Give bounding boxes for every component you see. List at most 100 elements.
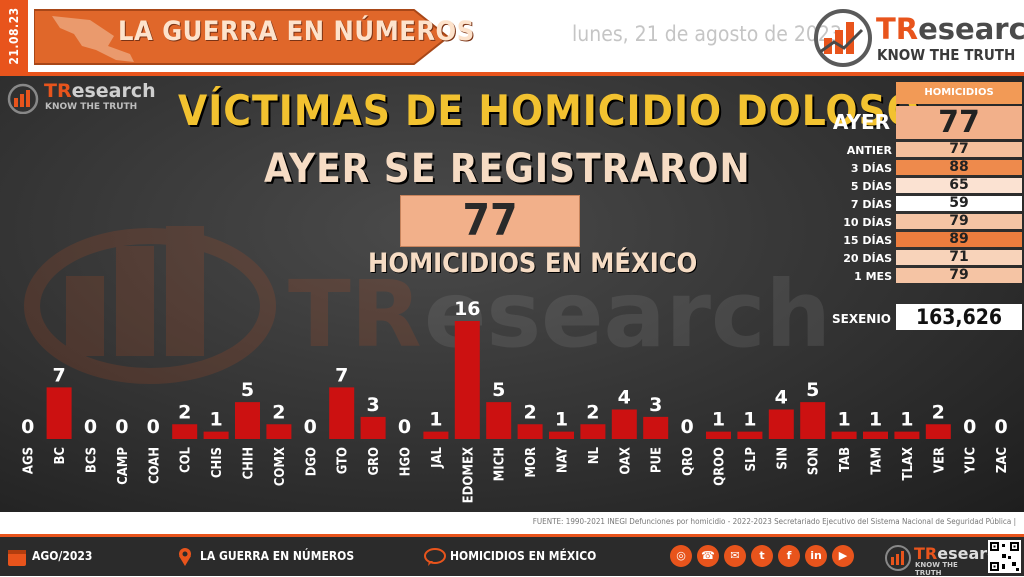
category-tick-label: TAB xyxy=(838,447,853,472)
side-date-text: 21.08.23 xyxy=(7,7,21,65)
category-tick-label: YUC xyxy=(964,447,979,475)
bar-value-label: 1 xyxy=(900,409,913,431)
stats-row: 7 DÍAS 59 xyxy=(813,196,1022,212)
footer-calendar: AGO/2023 xyxy=(6,546,92,568)
category-tick-label: SON xyxy=(807,447,822,475)
source-bar: FUENTE: 1990-2021 INEGI Defunciones por … xyxy=(0,512,1024,534)
category-tick-label: DGO xyxy=(304,447,319,476)
category-tick-label: QROO xyxy=(713,447,728,486)
footer-section-link[interactable]: LA GUERRA EN NÚMEROS xyxy=(174,546,354,568)
calendar-icon xyxy=(8,550,26,566)
bar-tab xyxy=(831,431,857,439)
stats-row-value: 71 xyxy=(896,250,1022,265)
stats-row-label: 1 MES xyxy=(854,270,892,283)
youtube-icon[interactable]: ▶ xyxy=(832,545,854,567)
bar-chih xyxy=(235,402,260,439)
yesterday-total-box: 77 xyxy=(400,195,580,247)
bar-chis xyxy=(203,431,229,439)
mexico-map-icon xyxy=(52,16,134,62)
stats-row-value: 79 xyxy=(896,268,1022,283)
stats-row: 20 DÍAS 71 xyxy=(813,250,1022,266)
stats-row: AYER 77 xyxy=(813,106,1022,140)
web-icon[interactable]: ◎ xyxy=(670,545,692,567)
sexenio-value: 163,626 xyxy=(896,304,1022,330)
brand-logo[interactable]: TResearch KNOW THE TRUTH xyxy=(812,8,1024,68)
bar-value-label: 0 xyxy=(147,416,160,438)
category-tick-label: MOR xyxy=(524,447,539,478)
bar-value-label: 1 xyxy=(837,409,850,431)
category-tick-label: QRO xyxy=(681,447,696,476)
bar-jal xyxy=(423,431,449,439)
chart-title: VÍCTIMAS DE HOMICIDIO DOLOSO xyxy=(178,86,920,135)
category-tick-label: MICH xyxy=(493,447,508,481)
source-text: FUENTE: 1990-2021 INEGI Defunciones por … xyxy=(532,517,1016,526)
side-date-tab: 21.08.23 xyxy=(0,0,28,72)
category-tick-label: TLAX xyxy=(901,447,916,481)
bar-value-label: 0 xyxy=(963,416,976,438)
bar-bc xyxy=(46,387,72,439)
facebook-icon[interactable]: f xyxy=(778,545,800,567)
current-date: lunes, 21 de agosto de 2023 xyxy=(572,22,842,46)
bar-value-label: 4 xyxy=(618,387,631,409)
stats-row-label: 10 DÍAS xyxy=(843,216,892,229)
bar-sin xyxy=(768,409,794,439)
state-bar-chart: 0 AGS 7 BC 0 BCS 0 CAMP 0 COAH 2 COL 1 CHIS 5 CHIH 2 COMX… xyxy=(21,298,1010,503)
category-tick-label: GTO xyxy=(336,447,351,474)
stats-row-label: 7 DÍAS xyxy=(850,198,892,211)
stats-row-label: 15 DÍAS xyxy=(843,234,892,247)
bar-value-label: 5 xyxy=(492,379,505,401)
category-tick-label: GRO xyxy=(367,447,382,476)
twitter-icon[interactable]: t xyxy=(751,545,773,567)
bar-value-label: 1 xyxy=(712,409,725,431)
bar-comx xyxy=(266,424,292,439)
category-tick-label: COL xyxy=(179,446,194,473)
bar-ver xyxy=(925,424,951,439)
title-ribbon xyxy=(34,9,450,65)
header-divider xyxy=(0,72,1024,76)
footer-brand-logo[interactable]: TResearch KNOW THE TRUTH xyxy=(884,544,1008,577)
bar-oax xyxy=(611,409,637,439)
bar-mor xyxy=(517,424,543,439)
stats-row-value: 88 xyxy=(896,160,1022,175)
phone-icon[interactable]: ☎ xyxy=(697,545,719,567)
footer-topic-link[interactable]: HOMICIDIOS EN MÉXICO xyxy=(424,546,596,568)
bar-value-label: 1 xyxy=(429,409,442,431)
bar-value-label: 7 xyxy=(335,364,348,386)
bar-value-label: 0 xyxy=(115,416,128,438)
bar-value-label: 0 xyxy=(398,416,411,438)
email-icon[interactable]: ✉ xyxy=(724,545,746,567)
stats-row: 15 DÍAS 89 xyxy=(813,232,1022,248)
category-tick-label: AGS xyxy=(22,447,37,474)
watermark-logo-icon: TR esearch xyxy=(24,226,831,384)
map-pin-icon xyxy=(179,548,191,566)
bar-mich xyxy=(486,402,512,439)
bar-value-label: 5 xyxy=(241,379,254,401)
category-tick-label: JAL xyxy=(430,446,445,468)
bar-value-label: 2 xyxy=(523,401,536,423)
linkedin-icon[interactable]: in xyxy=(805,545,827,567)
category-tick-label: COAH xyxy=(147,447,162,484)
ribbon-title: LA GUERRA EN NÚMEROS xyxy=(118,16,475,47)
stats-row: 3 DÍAS 88 xyxy=(813,160,1022,176)
category-tick-label: TAM xyxy=(870,447,885,475)
stats-row-label: 20 DÍAS xyxy=(843,252,892,265)
chat-icon xyxy=(424,548,446,566)
category-tick-label: NAY xyxy=(556,446,571,473)
stats-row-value: 77 xyxy=(896,142,1022,157)
stats-row-label: 5 DÍAS xyxy=(850,180,892,193)
bar-tam xyxy=(863,431,888,439)
qr-code-icon[interactable] xyxy=(988,540,1021,573)
bar-qroo xyxy=(706,431,731,439)
panel-brand-logo: TResearch KNOW THE TRUTH xyxy=(6,80,156,115)
bar-value-label: 0 xyxy=(21,416,34,438)
bar-value-label: 5 xyxy=(806,379,819,401)
stats-row-value: 65 xyxy=(896,178,1022,193)
category-tick-label: EDOMEX xyxy=(461,447,476,503)
category-tick-label: ZAC xyxy=(995,447,1010,473)
bar-value-label: 2 xyxy=(932,401,945,423)
category-tick-label: PUE xyxy=(650,447,665,473)
bar-value-label: 1 xyxy=(869,409,882,431)
bar-slp xyxy=(737,431,763,439)
bar-value-label: 0 xyxy=(84,416,97,438)
bar-gto xyxy=(329,387,355,439)
